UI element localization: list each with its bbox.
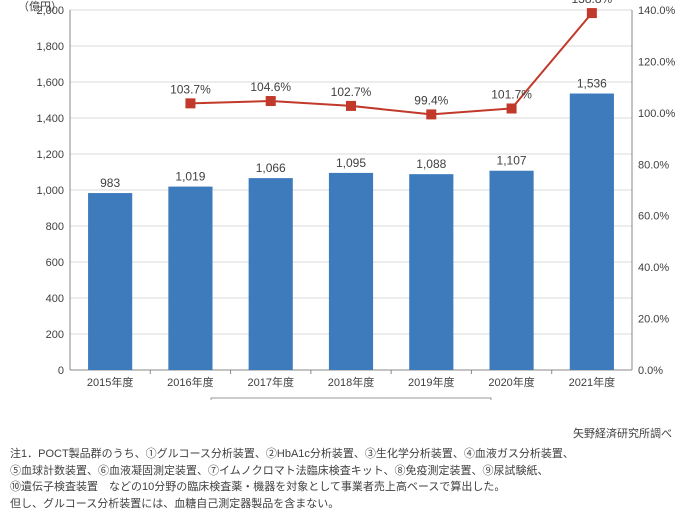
svg-text:1,400: 1,400 [36,113,64,125]
svg-text:800: 800 [46,221,64,233]
svg-text:1,000: 1,000 [36,185,64,197]
footnote-line: ⑤血球計数装置、⑥血液凝固測定装置、⑦イムノクロマト法臨床検査キット、⑧免疫測定… [10,463,672,480]
svg-text:1,095: 1,095 [336,156,366,170]
svg-text:99.4%: 99.4% [414,93,448,107]
svg-text:0.0%: 0.0% [638,365,663,377]
svg-text:140.0%: 140.0% [638,5,676,17]
svg-text:102.7%: 102.7% [331,85,372,99]
footnote-line: 但し、グルコース分析装置には、血糖自己測定器製品を含まない。 [10,496,672,513]
svg-text:1,066: 1,066 [256,161,286,175]
svg-text:600: 600 [46,257,64,269]
svg-text:2019年度: 2019年度 [408,375,454,389]
combo-chart: 02004006008001,0001,2001,4001,6001,8002,… [0,0,682,400]
svg-text:2016年度: 2016年度 [167,375,213,389]
svg-text:1,536: 1,536 [577,77,607,91]
svg-text:40.0%: 40.0% [638,262,669,274]
svg-text:983: 983 [100,176,120,190]
svg-text:200: 200 [46,329,64,341]
svg-text:0: 0 [58,365,64,377]
svg-text:101.7%: 101.7% [491,87,532,101]
svg-text:（億円）: （億円） [18,0,62,13]
svg-text:103.7%: 103.7% [170,82,211,96]
footnote-line: ⑩遺伝子検査装置 などの10分野の臨床検査薬・機器を対象として事業者売上高ベース… [10,479,672,496]
svg-text:2021年度: 2021年度 [569,375,615,389]
svg-text:20.0%: 20.0% [638,314,669,326]
svg-text:1,019: 1,019 [175,170,205,184]
svg-text:400: 400 [46,293,64,305]
svg-text:2015年度: 2015年度 [87,375,133,389]
svg-text:1,107: 1,107 [497,154,527,168]
svg-text:80.0%: 80.0% [638,159,669,171]
svg-text:2020年度: 2020年度 [488,375,534,389]
svg-text:1,800: 1,800 [36,41,64,53]
svg-text:2018年度: 2018年度 [328,375,374,389]
svg-text:120.0%: 120.0% [638,56,676,68]
svg-text:1,088: 1,088 [416,157,446,171]
svg-text:1,200: 1,200 [36,149,64,161]
svg-text:100.0%: 100.0% [638,108,676,120]
svg-text:1,600: 1,600 [36,77,64,89]
svg-text:138.8%: 138.8% [572,0,613,6]
footnote-line: 注1．POCT製品群のうち、①グルコース分析装置、②HbA1c分析装置、③生化学… [10,446,672,463]
svg-text:60.0%: 60.0% [638,211,669,223]
svg-text:104.6%: 104.6% [250,80,291,94]
svg-text:2017年度: 2017年度 [247,375,293,389]
source-credit: 矢野経済研究所調べ [10,426,672,443]
